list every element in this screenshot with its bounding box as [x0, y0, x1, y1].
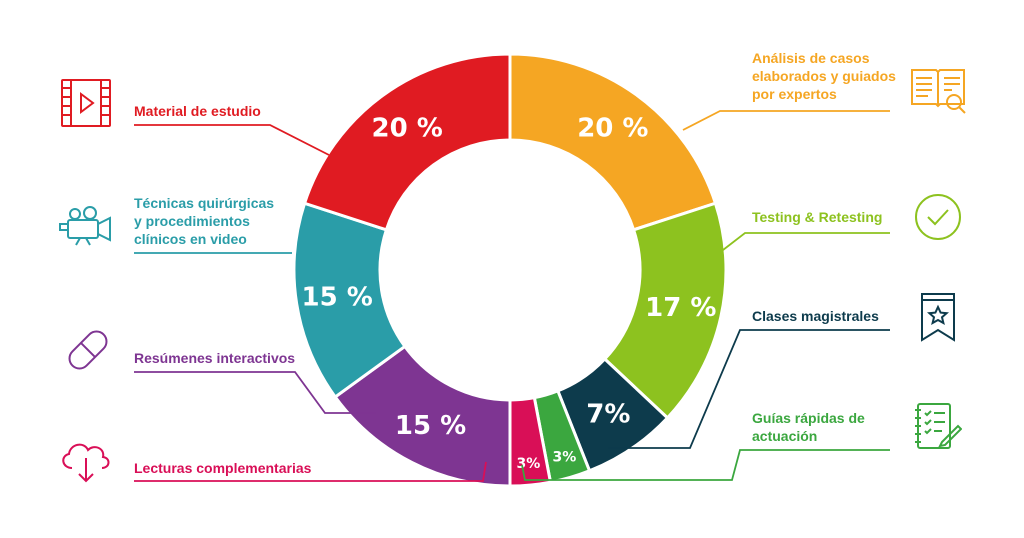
slice-value-label-1: 17 % [645, 293, 716, 323]
label-lecturas-complementarias: Lecturas complementarias [134, 460, 312, 476]
film-play-icon [61, 79, 111, 127]
checklist-pencil-icon [915, 403, 962, 449]
leader-line-resumenes [134, 371, 376, 414]
slice-0 [508, 52, 718, 232]
label-testing-retesting: Testing & Retesting [752, 209, 883, 225]
label-guias-rapidas: Guías rápidas de actuación [752, 410, 865, 444]
leader-line-clases [608, 329, 890, 449]
bookmark-star-icon [921, 293, 955, 342]
slice-value-label-7: 20 % [371, 113, 442, 143]
label-resumenes-interactivos: Resúmenes interactivos [134, 350, 296, 366]
cloud-download-icon [62, 443, 110, 483]
leader-line-lecturas [134, 461, 487, 482]
leader-line-material [134, 124, 330, 156]
label-clases-magistrales: Clases magistrales [752, 308, 879, 324]
leader-line-analisis [682, 110, 890, 131]
label-analisis-de-casos: Análisis de casos elaborados y guiados p… [752, 50, 896, 102]
slice-value-label-3: 3% [553, 449, 577, 465]
slice-value-label-6: 15 % [302, 282, 373, 312]
leader-line-testing [722, 232, 890, 251]
slice-7 [302, 52, 512, 232]
slice-value-label-4: 3% [516, 456, 540, 472]
slice-value-label-0: 20 % [577, 113, 648, 143]
open-book-magnifier-icon [911, 69, 966, 114]
slice-value-label-5: 15 % [395, 411, 466, 441]
label-tecnicas-quirurgicas: Técnicas quirúrgicas y procedimientos cl… [134, 195, 275, 247]
video-camera-icon [59, 206, 111, 246]
pill-icon [68, 330, 108, 370]
label-material-de-estudio: Material de estudio [134, 103, 261, 119]
slice-value-label-2: 7% [586, 400, 630, 430]
checkmark-circle-icon [915, 194, 961, 240]
leader-line-guias [521, 449, 890, 481]
